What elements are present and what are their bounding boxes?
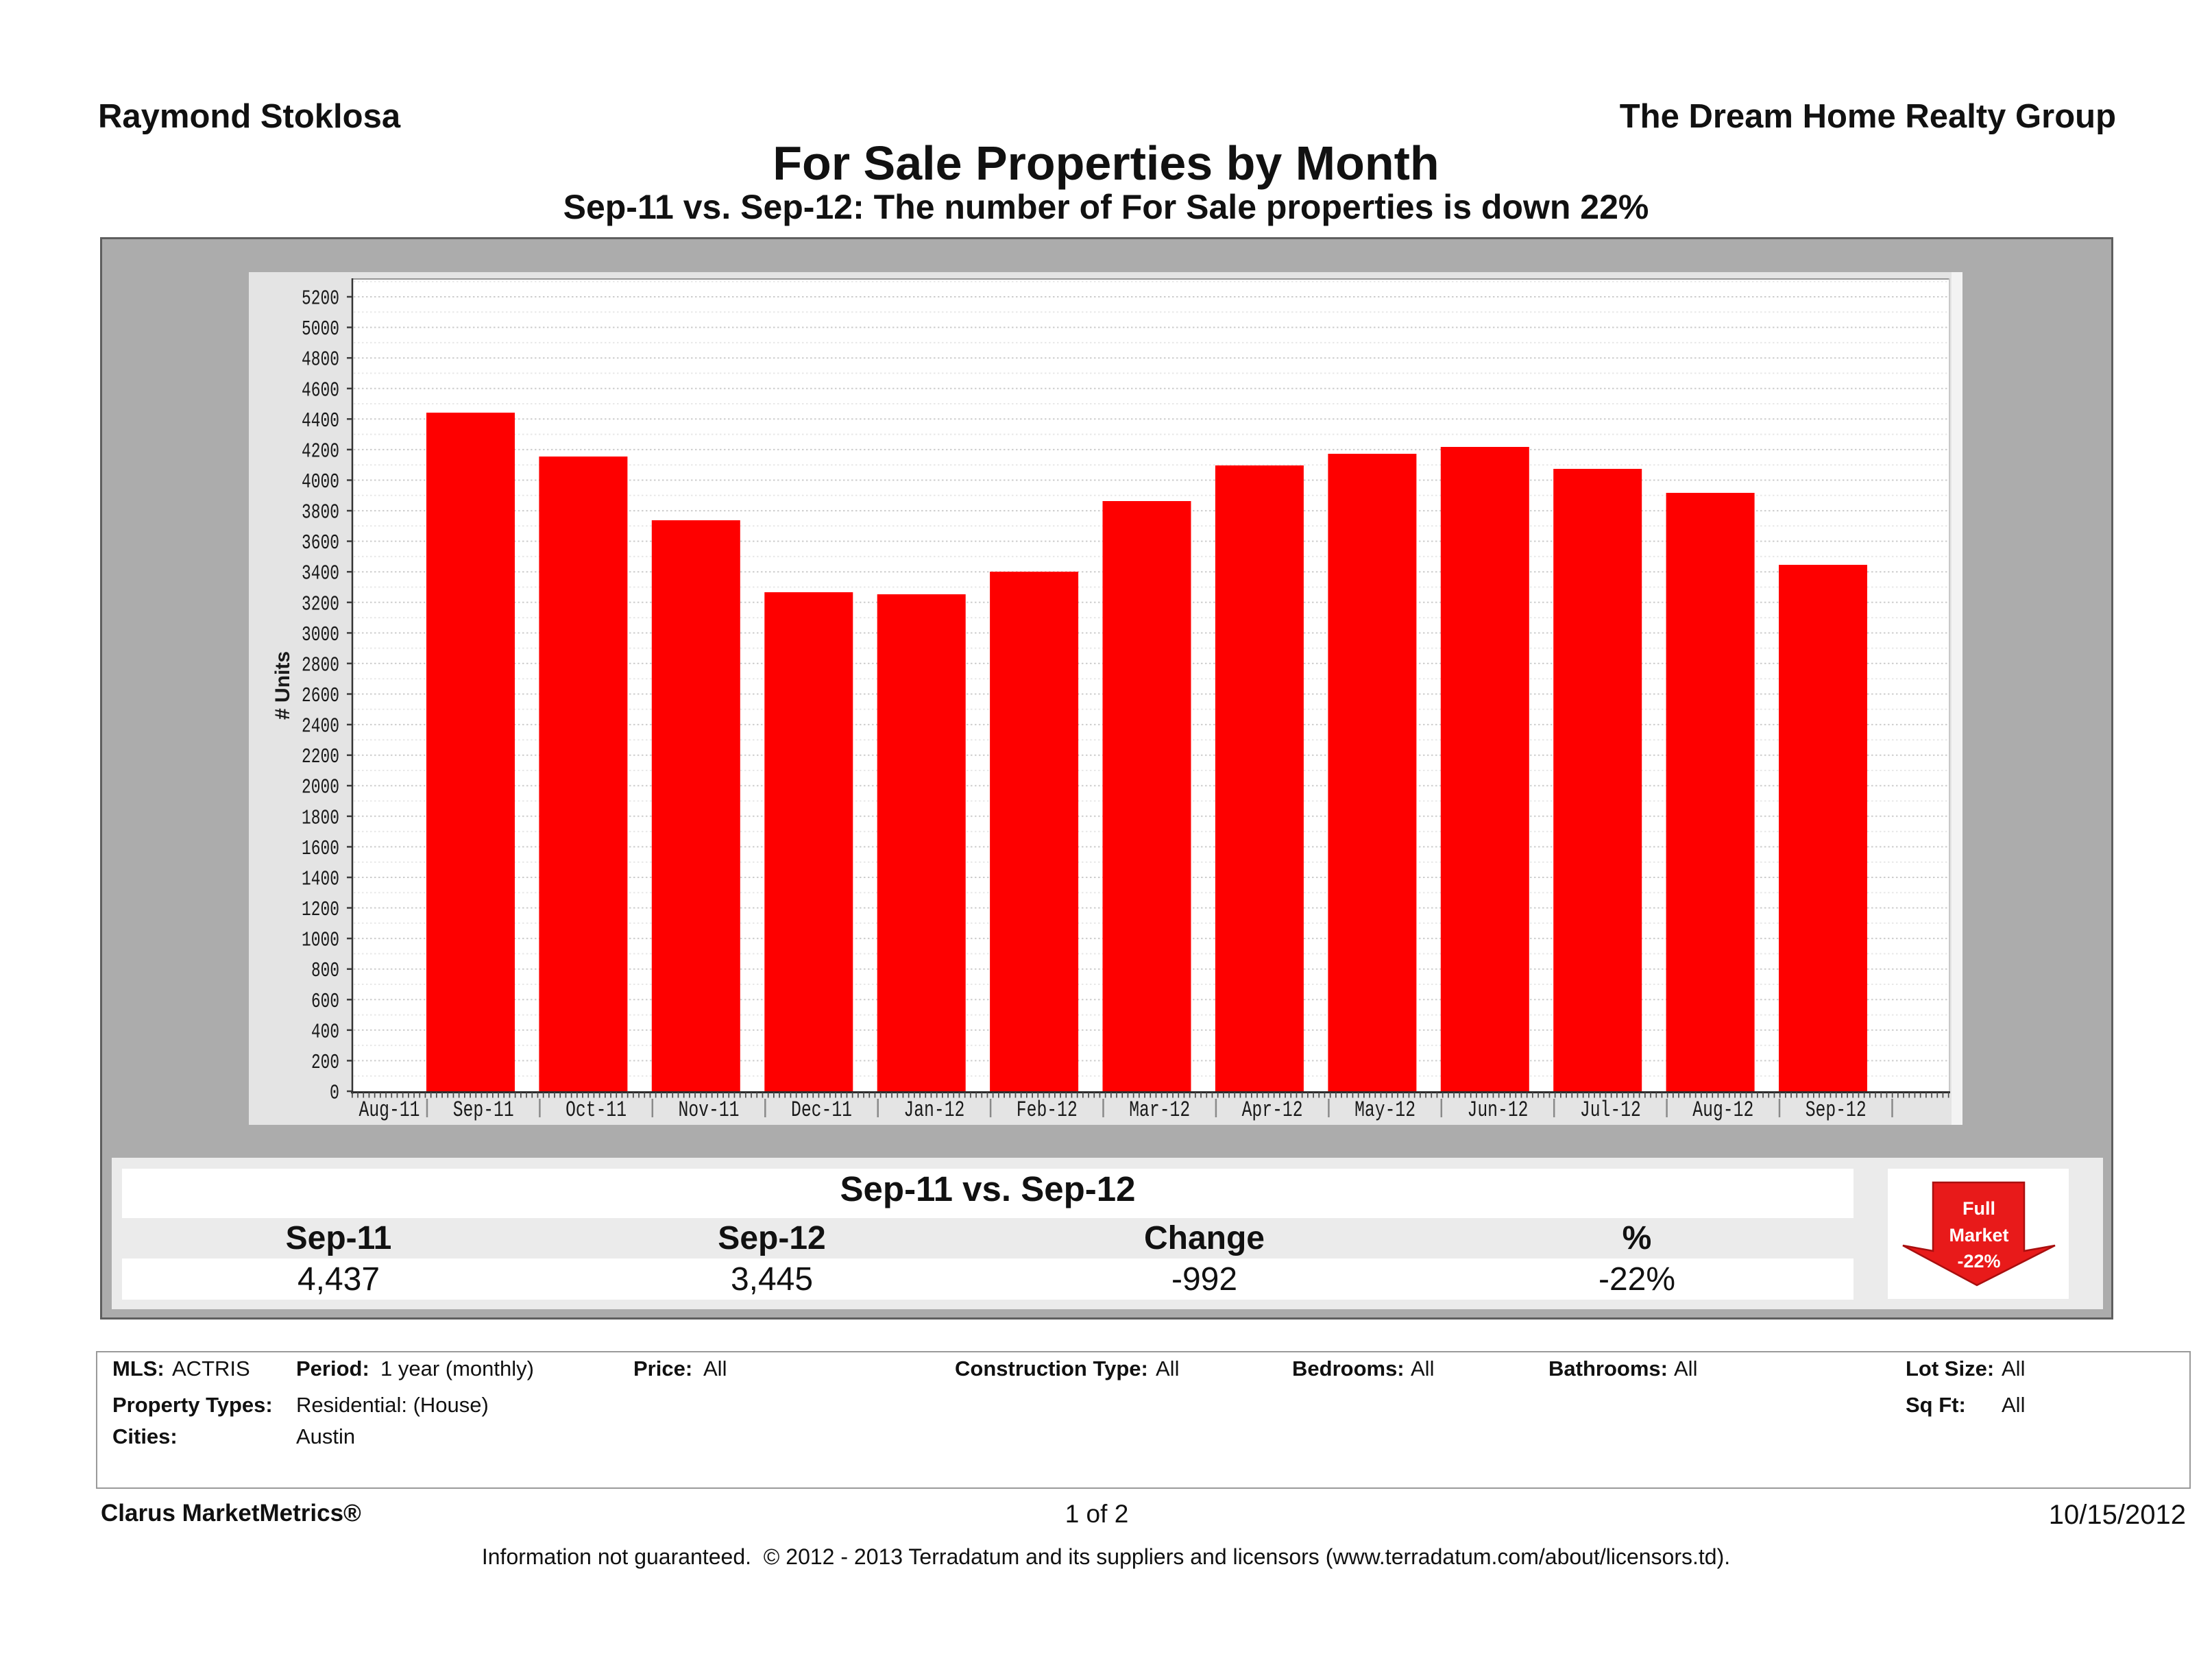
svg-text:# Units: # Units (271, 651, 294, 720)
svg-text:Dec-11: Dec-11 (791, 1097, 852, 1123)
svg-text:Aug-12: Aug-12 (1692, 1097, 1753, 1123)
svg-text:3400: 3400 (302, 562, 339, 586)
svg-text:-22%: -22% (1957, 1251, 2000, 1272)
svg-text:Jun-12: Jun-12 (1468, 1097, 1529, 1123)
svg-text:Market: Market (1949, 1225, 2008, 1245)
svg-text:2400: 2400 (302, 715, 339, 739)
svg-text:Full: Full (1962, 1198, 1995, 1219)
svg-text:Sep-12: Sep-12 (1806, 1097, 1867, 1123)
svg-text:800: 800 (311, 959, 339, 983)
svg-text:Oct-11: Oct-11 (566, 1097, 627, 1123)
svg-text:600: 600 (311, 990, 339, 1014)
svg-text:1800: 1800 (302, 806, 339, 830)
svg-text:1600: 1600 (302, 837, 339, 861)
svg-text:Feb-12: Feb-12 (1017, 1097, 1078, 1123)
svg-text:1400: 1400 (302, 868, 339, 892)
svg-text:Jul-12: Jul-12 (1580, 1097, 1641, 1123)
svg-text:3600: 3600 (302, 531, 339, 555)
svg-text:Jan-12: Jan-12 (903, 1097, 964, 1123)
svg-text:400: 400 (311, 1020, 339, 1044)
svg-text:2800: 2800 (302, 653, 339, 677)
svg-text:4200: 4200 (302, 439, 339, 463)
svg-text:5000: 5000 (302, 317, 339, 341)
svg-text:1200: 1200 (302, 898, 339, 922)
svg-text:4600: 4600 (302, 378, 339, 402)
svg-text:4800: 4800 (302, 348, 339, 372)
svg-text:5200: 5200 (302, 287, 339, 311)
svg-text:4400: 4400 (302, 409, 339, 433)
svg-text:3000: 3000 (302, 623, 339, 647)
svg-text:Aug-11: Aug-11 (359, 1097, 420, 1123)
svg-text:200: 200 (311, 1051, 339, 1075)
svg-text:2600: 2600 (302, 684, 339, 708)
svg-text:3200: 3200 (302, 592, 339, 616)
svg-text:2200: 2200 (302, 745, 339, 769)
svg-text:1000: 1000 (302, 929, 339, 953)
svg-text:Apr-12: Apr-12 (1242, 1097, 1303, 1123)
svg-text:Sep-11: Sep-11 (453, 1097, 514, 1123)
svg-text:2000: 2000 (302, 776, 339, 800)
svg-text:4000: 4000 (302, 470, 339, 494)
svg-text:May-12: May-12 (1354, 1097, 1415, 1123)
svg-text:0: 0 (330, 1082, 339, 1106)
svg-text:Nov-11: Nov-11 (679, 1097, 740, 1123)
svg-text:Mar-12: Mar-12 (1129, 1097, 1190, 1123)
svg-text:3800: 3800 (302, 501, 339, 525)
